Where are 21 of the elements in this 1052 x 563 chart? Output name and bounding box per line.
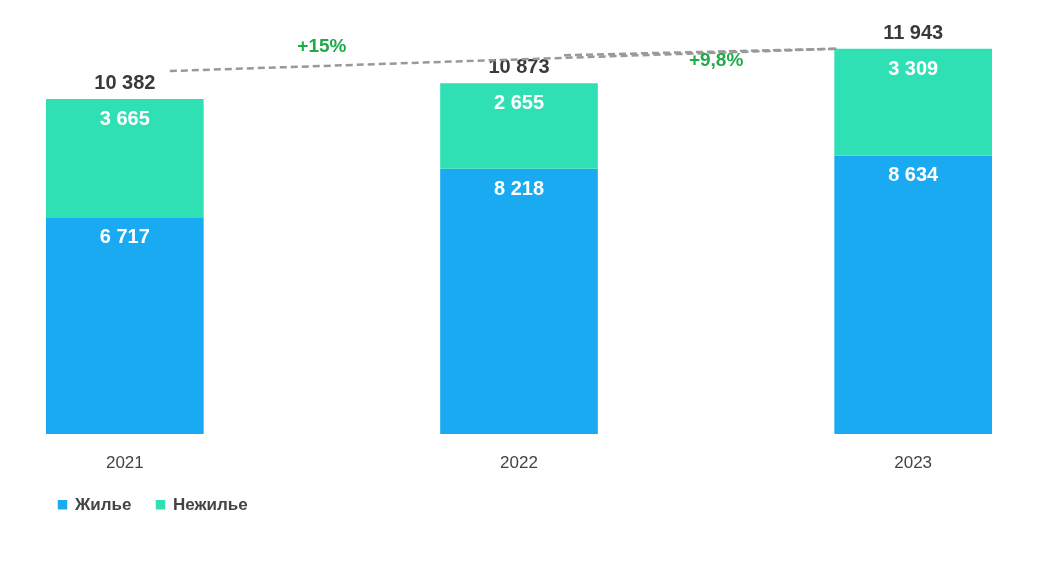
bar (46, 217, 204, 434)
data-label: 6 717 (99, 225, 150, 248)
x-tick-label: 2021 (105, 452, 144, 472)
legend-label: Нежилье (173, 494, 248, 514)
total-label: 10 382 (94, 71, 156, 94)
x-tick-label: 2023 (894, 452, 933, 472)
bar (834, 155, 992, 434)
bar (46, 99, 204, 218)
data-label: 8 218 (493, 176, 545, 199)
bar (440, 83, 598, 169)
bar (440, 168, 598, 434)
legend-label: Жилье (74, 494, 132, 514)
x-tick-label: 2022 (500, 452, 538, 472)
data-label: 3 665 (99, 107, 150, 130)
total-label: 11 943 (883, 20, 944, 43)
data-label: 8 634 (888, 163, 940, 186)
annotation: +9,8% (688, 49, 744, 71)
annotation: +15% (297, 34, 347, 56)
data-label: 2 655 (493, 91, 545, 114)
data-label: 3 309 (888, 56, 939, 79)
bar (834, 48, 992, 156)
